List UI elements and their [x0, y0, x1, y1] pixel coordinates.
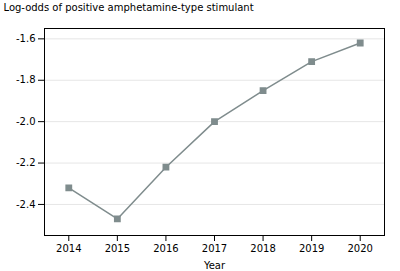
- svg-text:Year: Year: [203, 260, 226, 271]
- svg-text:2020: 2020: [347, 243, 372, 254]
- svg-text:-2.4: -2.4: [16, 199, 36, 210]
- svg-text:2017: 2017: [202, 243, 227, 254]
- svg-text:Log-odds of positive amphetami: Log-odds of positive amphetamine-type st…: [4, 2, 254, 13]
- svg-text:2015: 2015: [105, 243, 130, 254]
- svg-text:2016: 2016: [153, 243, 178, 254]
- svg-text:-1.6: -1.6: [16, 33, 36, 44]
- svg-text:2019: 2019: [299, 243, 324, 254]
- svg-text:-1.8: -1.8: [16, 74, 36, 85]
- svg-text:2014: 2014: [56, 243, 81, 254]
- svg-text:2018: 2018: [250, 243, 275, 254]
- svg-text:-2.2: -2.2: [16, 157, 36, 168]
- svg-text:-2.0: -2.0: [16, 116, 36, 127]
